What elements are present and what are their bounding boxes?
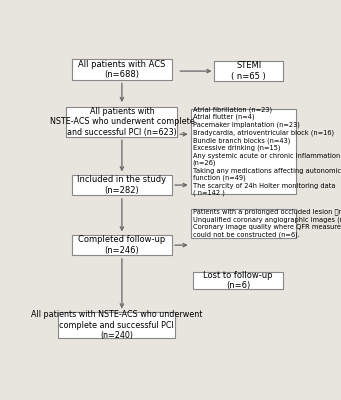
Text: Completed follow-up
(n=246): Completed follow-up (n=246) [78,235,165,255]
FancyBboxPatch shape [72,235,172,255]
Text: Patients with a prolonged occluded lesion （n=18）
Unqualified coronary angiograph: Patients with a prolonged occluded lesio… [193,209,341,238]
FancyBboxPatch shape [191,109,296,194]
Text: All patients with ACS
(n=688): All patients with ACS (n=688) [78,60,166,80]
Text: Atrial fibrillation (n=23)
Atrial flutter (n=4)
Pacemaker implantation (n=23)
Br: Atrial fibrillation (n=23) Atrial flutte… [193,106,341,196]
Text: Lost to follow-up
(n=6): Lost to follow-up (n=6) [204,271,273,290]
FancyBboxPatch shape [214,61,283,81]
FancyBboxPatch shape [191,209,296,238]
FancyBboxPatch shape [59,312,175,338]
Text: STEMI
( n=65 ): STEMI ( n=65 ) [232,61,266,81]
FancyBboxPatch shape [193,272,283,289]
Text: All patients with NSTE-ACS who underwent
complete and successful PCI
(n=240): All patients with NSTE-ACS who underwent… [31,310,202,340]
FancyBboxPatch shape [66,106,177,137]
FancyBboxPatch shape [72,175,172,195]
FancyBboxPatch shape [72,59,172,80]
Text: Included in the study
(n=282): Included in the study (n=282) [77,175,166,195]
Text: All patients with
NSTE-ACS who underwent complete
and successful PCI (n=623): All patients with NSTE-ACS who underwent… [49,107,194,137]
